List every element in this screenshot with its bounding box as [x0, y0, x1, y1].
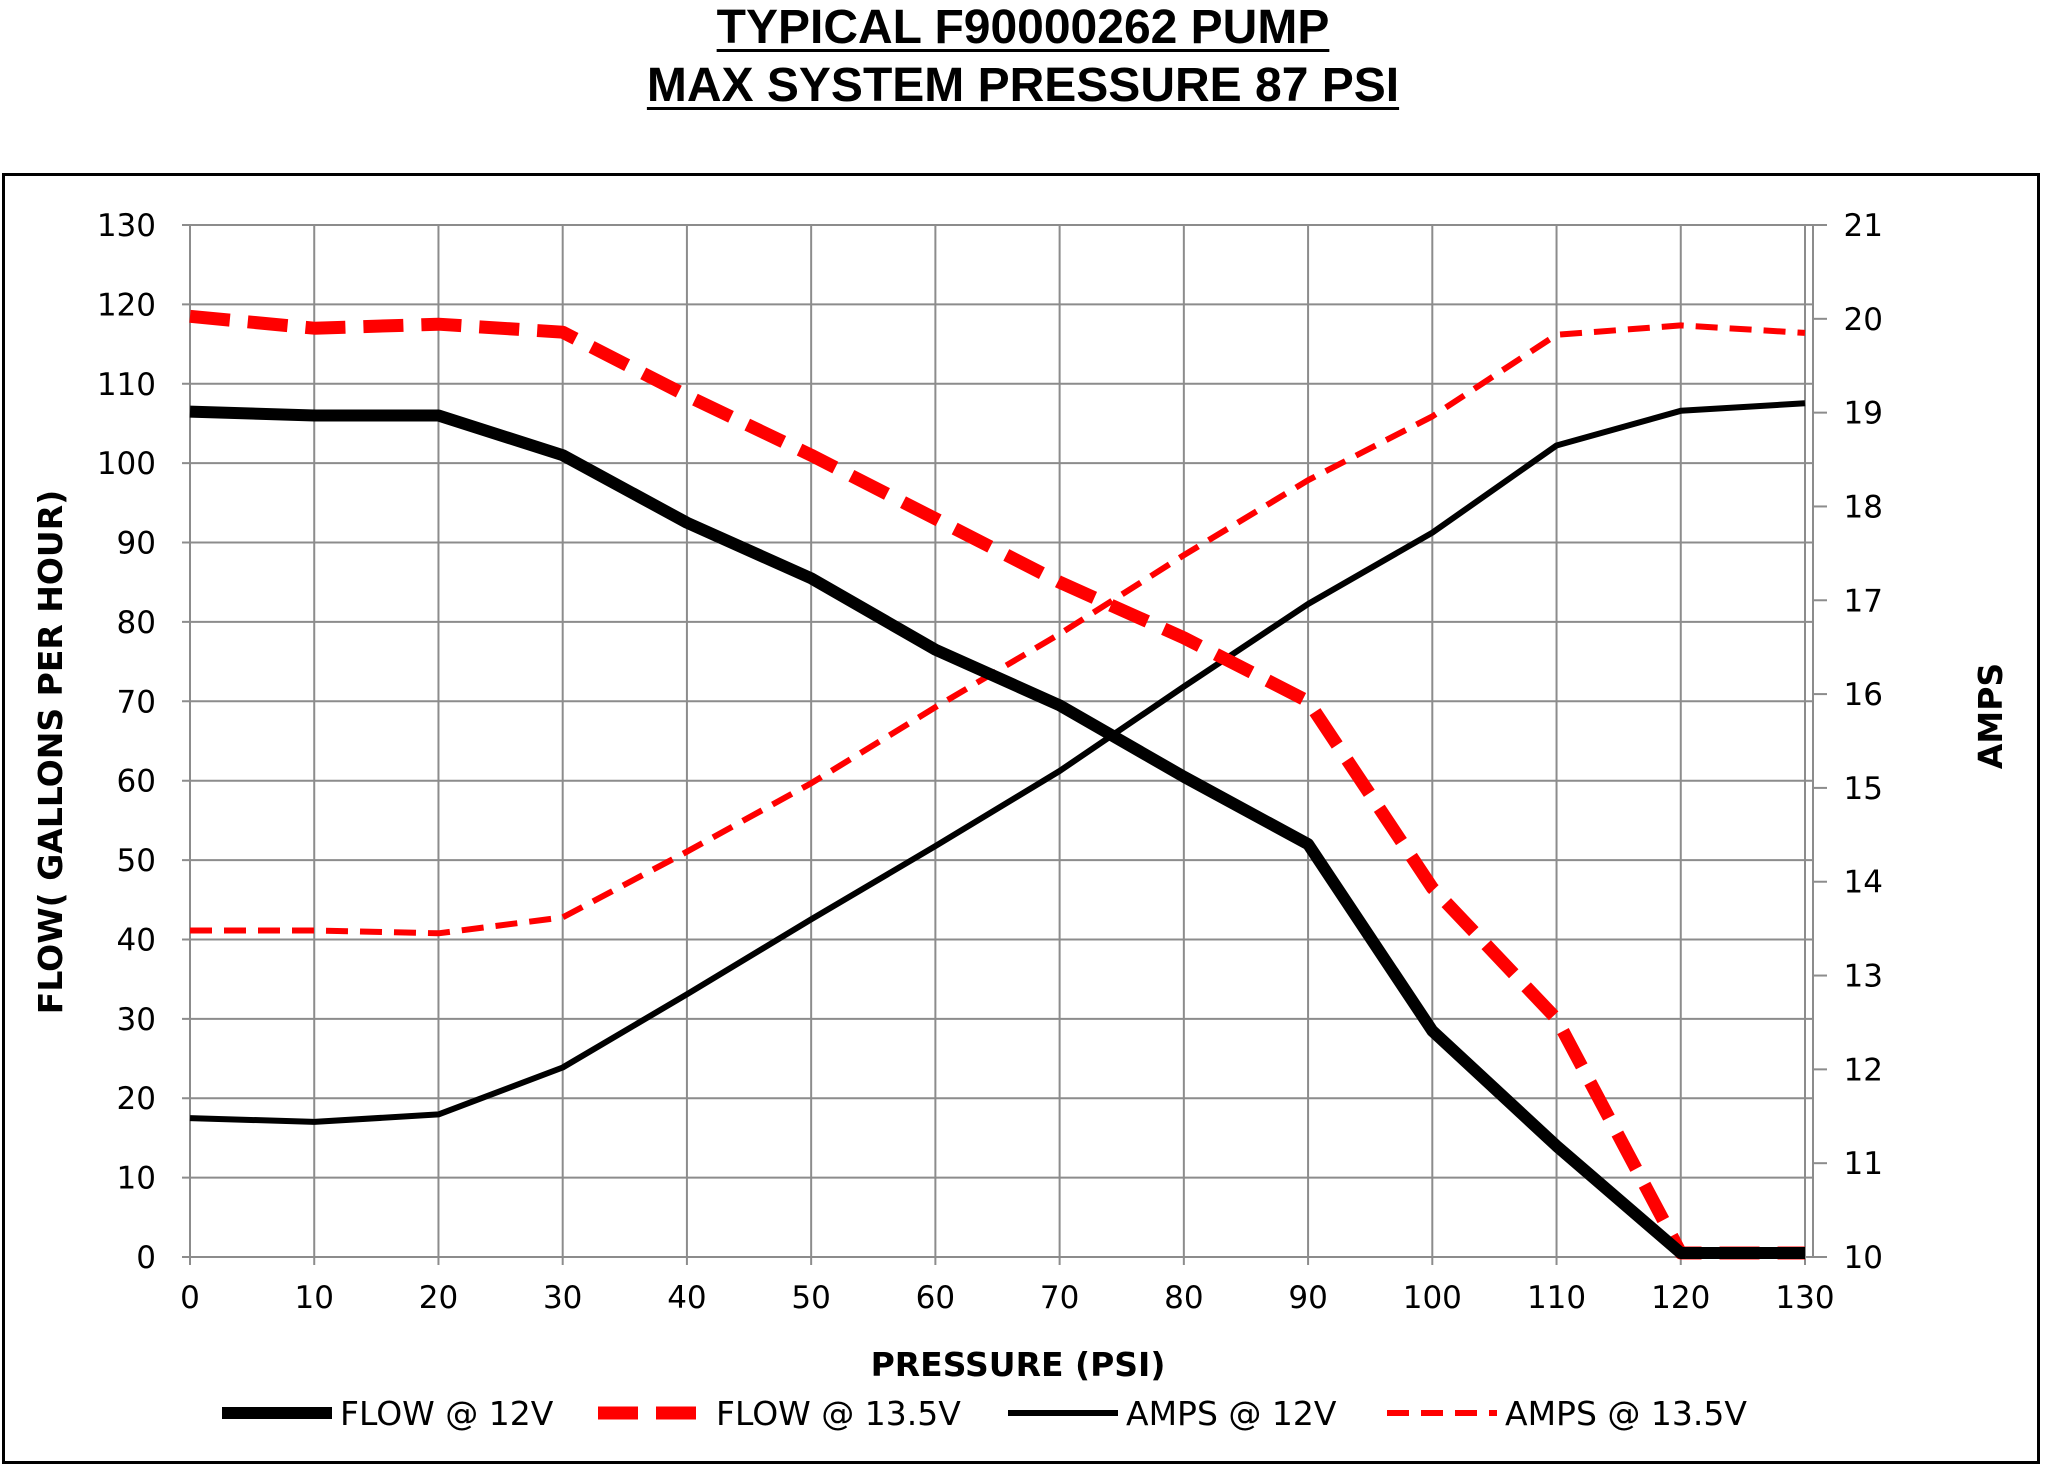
x-tick-label: 20	[419, 1280, 458, 1316]
y-tick-label: 110	[97, 367, 156, 403]
y2-axis-title: AMPS	[1971, 663, 2010, 769]
axes	[189, 224, 1827, 1258]
y2-tick-label: 15	[1844, 771, 1883, 807]
x-tick-label: 40	[667, 1280, 706, 1316]
y-tick-label: 120	[97, 287, 156, 323]
y2-tick-label: 16	[1844, 677, 1883, 713]
y-tick-label: 20	[117, 1081, 156, 1117]
y-tick-label: 40	[117, 922, 156, 958]
x-tick-label: 0	[180, 1280, 200, 1316]
x-tick-label: 70	[1040, 1280, 1079, 1316]
y2-tick-label: 20	[1844, 302, 1883, 338]
legend-label: AMPS @ 12V	[1126, 1394, 1337, 1433]
x-tick-label: 120	[1651, 1280, 1710, 1316]
x-tick-label: 50	[791, 1280, 830, 1316]
y-tick-label: 60	[117, 764, 156, 800]
series-line-flow-12v	[189, 405, 1805, 1259]
y-axis-title: FLOW( GALLONS PER HOUR)	[31, 490, 70, 1014]
y2-tick-label: 12	[1844, 1052, 1883, 1088]
y-tick-label: 10	[117, 1161, 156, 1197]
y-tick-label: 50	[117, 843, 156, 879]
legend-label: FLOW @ 13.5V	[716, 1394, 961, 1433]
chart-subtitle: MAX SYSTEM PRESSURE 87 PSI	[646, 59, 1400, 112]
chart-frame	[2, 173, 2040, 1464]
y2-tick-label: 13	[1844, 959, 1883, 995]
x-tick-label: 80	[1164, 1280, 1203, 1316]
x-tick-label: 110	[1527, 1280, 1586, 1316]
series-line-flow-13-5v	[189, 309, 1805, 1260]
y2-tick-label: 14	[1844, 865, 1883, 901]
y2-tick-label: 11	[1844, 1146, 1883, 1182]
x-tick-label: 100	[1403, 1280, 1462, 1316]
x-tick-label: 30	[543, 1280, 582, 1316]
chart-title: TYPICAL F90000262 PUMP	[716, 1, 1330, 54]
series-line-amps-13-5v	[190, 322, 1806, 937]
y2-tick-label: 10	[1844, 1240, 1883, 1276]
y-tick-label: 90	[117, 526, 156, 562]
y2-tick-label: 21	[1844, 208, 1883, 244]
grid	[182, 224, 1813, 1265]
y-tick-label: 130	[97, 208, 156, 244]
legend-label: AMPS @ 13.5V	[1505, 1394, 1747, 1433]
y2-tick-label: 17	[1844, 583, 1883, 619]
y-tick-label: 100	[97, 446, 156, 482]
x-tick-label: 10	[295, 1280, 334, 1316]
legend: FLOW @ 12V FLOW @ 13.5V AMPS @ 12V AMPS @ 1…	[222, 1394, 1747, 1433]
series-line-amps-12v	[189, 400, 1806, 1125]
x-axis-title: PRESSURE (PSI)	[871, 1345, 1166, 1384]
y-tick-label: 80	[117, 605, 156, 641]
y2-tick-label: 18	[1844, 489, 1883, 525]
y-tick-label: 70	[117, 684, 156, 720]
x-tick-label: 90	[1288, 1280, 1327, 1316]
y-tick-label: 0	[136, 1240, 156, 1276]
legend-label: FLOW @ 12V	[340, 1394, 554, 1433]
y2-tick-label: 19	[1844, 396, 1883, 432]
x-tick-label: 60	[916, 1280, 955, 1316]
tick-labels: 0 10 20 30 40 50 60 70 80 90 100 110 120 130 0 10 20 30 40…	[97, 208, 1883, 1316]
x-tick-label: 130	[1775, 1280, 1834, 1316]
y-tick-label: 30	[117, 1002, 156, 1038]
series	[189, 309, 1806, 1260]
